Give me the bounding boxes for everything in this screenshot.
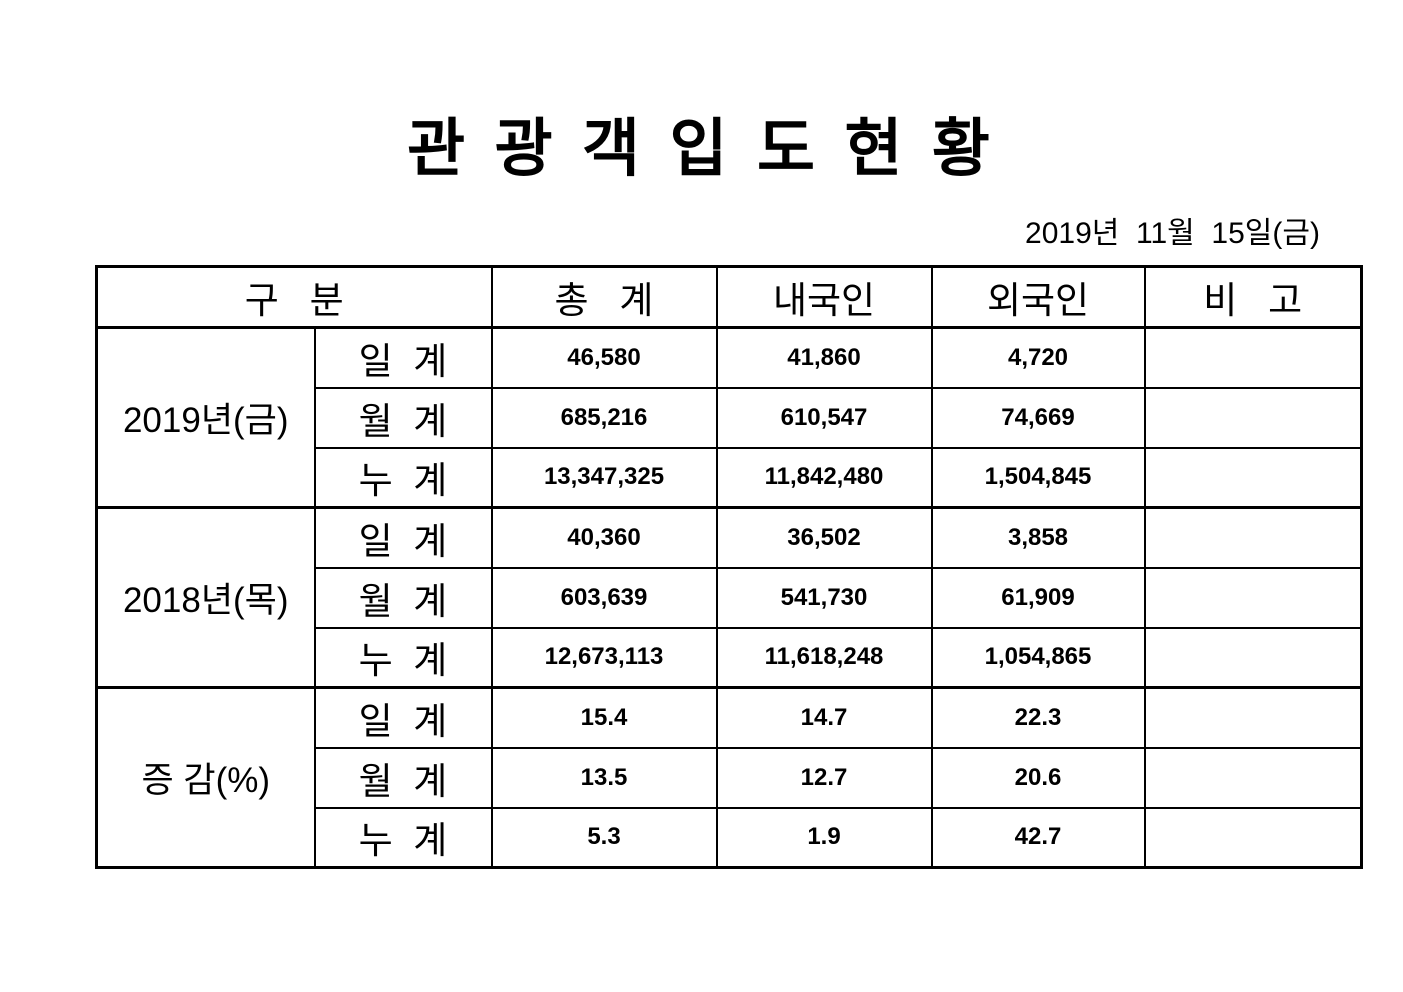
row-type-label: 누 계	[313, 626, 493, 689]
group-label-change-pct: 증 감(%)	[95, 686, 316, 869]
table-row-change-cumulative: 누 계 5.3 1.9 42.7	[97, 806, 1363, 869]
cell-foreign: 42.7	[930, 806, 1146, 869]
cell-foreign: 20.6	[930, 746, 1146, 809]
header-category: 구 분	[95, 265, 493, 329]
table-header-row: 구 분 총 계 내국인 외국인 비 고	[95, 265, 1363, 329]
cell-total: 13,347,325	[490, 446, 718, 509]
cell-foreign: 1,054,865	[930, 626, 1146, 689]
table-row-2018-daily: 2018년(목) 일 계 40,360 36,502 3,858	[95, 506, 1363, 689]
header-remarks: 비 고	[1143, 265, 1363, 329]
table-row-2018-cumulative: 누 계 12,673,113 11,618,248 1,054,865	[97, 626, 1363, 689]
tourist-arrival-table: 구 분 총 계 내국인 외국인 비 고 2019년(금) 일 계 46,580 …	[95, 265, 1363, 869]
cell-foreign: 74,669	[930, 386, 1146, 449]
table-row-2019-daily: 2019년(금) 일 계 46,580 41,860 4,720	[95, 326, 1363, 509]
cell-foreign: 3,858	[930, 506, 1146, 569]
page-title: 관 광 객 입 도 현 황	[407, 114, 996, 184]
cell-remark	[1143, 746, 1363, 809]
header-total: 총 계	[490, 265, 718, 329]
cell-total: 5.3	[490, 806, 718, 869]
row-type-label: 누 계	[313, 446, 493, 509]
row-type-label: 일 계	[313, 506, 493, 569]
cell-foreign: 61,909	[930, 566, 1146, 629]
table-row-change-daily: 증 감(%) 일 계 15.4 14.7 22.3	[95, 686, 1363, 869]
cell-total: 603,639	[490, 566, 718, 629]
cell-total: 685,216	[490, 386, 718, 449]
table-row-2018-monthly: 월 계 603,639 541,730 61,909	[97, 566, 1363, 629]
cell-remark	[1143, 626, 1363, 689]
group-label-2019: 2019년(금)	[95, 326, 316, 509]
cell-remark	[1143, 686, 1363, 749]
cell-domestic: 610,547	[715, 386, 933, 449]
cell-total: 12,673,113	[490, 626, 718, 689]
cell-domestic: 41,860	[715, 326, 933, 389]
report-date: 2019년 11월 15일(금)	[1025, 217, 1320, 250]
cell-remark	[1143, 806, 1363, 869]
header-domestic: 내국인	[715, 265, 933, 329]
cell-total: 15.4	[490, 686, 718, 749]
cell-remark	[1143, 566, 1363, 629]
row-type-label: 일 계	[313, 686, 493, 749]
cell-domestic: 1.9	[715, 806, 933, 869]
row-type-label: 누 계	[313, 806, 493, 869]
cell-domestic: 541,730	[715, 566, 933, 629]
cell-foreign: 1,504,845	[930, 446, 1146, 509]
cell-total: 40,360	[490, 506, 718, 569]
cell-domestic: 36,502	[715, 506, 933, 569]
header-foreign: 외국인	[930, 265, 1146, 329]
row-type-label: 일 계	[313, 326, 493, 389]
row-type-label: 월 계	[313, 386, 493, 449]
row-type-label: 월 계	[313, 746, 493, 809]
cell-foreign: 4,720	[930, 326, 1146, 389]
cell-total: 46,580	[490, 326, 718, 389]
group-label-2018: 2018년(목)	[95, 506, 316, 689]
cell-domestic: 11,842,480	[715, 446, 933, 509]
cell-remark	[1143, 446, 1363, 509]
table-row-2019-cumulative: 누 계 13,347,325 11,842,480 1,504,845	[97, 446, 1363, 509]
cell-remark	[1143, 506, 1363, 569]
cell-remark	[1143, 326, 1363, 389]
cell-total: 13.5	[490, 746, 718, 809]
cell-foreign: 22.3	[930, 686, 1146, 749]
table-row-2019-monthly: 월 계 685,216 610,547 74,669	[97, 386, 1363, 449]
cell-domestic: 12.7	[715, 746, 933, 809]
table-row-change-monthly: 월 계 13.5 12.7 20.6	[97, 746, 1363, 809]
cell-domestic: 14.7	[715, 686, 933, 749]
cell-remark	[1143, 386, 1363, 449]
row-type-label: 월 계	[313, 566, 493, 629]
cell-domestic: 11,618,248	[715, 626, 933, 689]
